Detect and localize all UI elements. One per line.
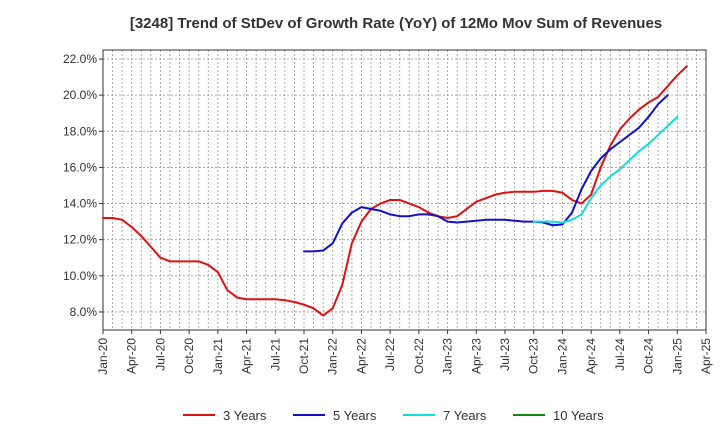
legend-label-3-years: 3 Years bbox=[223, 408, 267, 423]
y-tick-label: 10.0% bbox=[63, 269, 97, 283]
y-axis: 8.0% 10.0% 12.0% 14.0% 16.0% 18.0% 20.0% 22.0% bbox=[63, 52, 103, 319]
x-tick-label: Jul-22 bbox=[383, 338, 397, 371]
x-tick-label: Apr-20 bbox=[125, 338, 139, 374]
x-tick-label: Jan-21 bbox=[211, 338, 225, 375]
y-tick-label: 14.0% bbox=[63, 197, 97, 211]
x-tick-label: Jan-22 bbox=[326, 338, 340, 375]
series-line-3-years bbox=[102, 65, 688, 317]
plot-area bbox=[103, 50, 706, 330]
x-tick-label: Oct-20 bbox=[182, 338, 196, 374]
legend-label-7-years: 7 Years bbox=[443, 408, 487, 423]
x-tick-label: Apr-24 bbox=[584, 338, 598, 374]
y-tick-label: 18.0% bbox=[63, 124, 97, 138]
x-tick-label: Jan-20 bbox=[96, 338, 110, 375]
x-tick-label: Apr-25 bbox=[699, 338, 713, 374]
x-tick-label: Apr-23 bbox=[469, 338, 483, 374]
x-tick-label: Oct-23 bbox=[527, 338, 541, 374]
x-tick-label: Jan-24 bbox=[555, 338, 569, 375]
x-tick-label: Jan-25 bbox=[670, 338, 684, 375]
series-line-7-years bbox=[532, 115, 679, 224]
x-tick-label: Jan-23 bbox=[441, 338, 455, 375]
series-line-5-years bbox=[303, 94, 669, 253]
legend: 3 Years 5 Years 7 Years 10 Years bbox=[183, 408, 604, 423]
grid bbox=[103, 50, 706, 330]
x-tick-label: Oct-24 bbox=[642, 338, 656, 374]
y-tick-label: 8.0% bbox=[70, 305, 98, 319]
plot-frame bbox=[102, 49, 707, 331]
series-lines bbox=[102, 65, 688, 317]
x-tick-label: Jul-24 bbox=[613, 338, 627, 371]
x-tick-label: Apr-21 bbox=[240, 338, 254, 374]
x-tick-label: Jul-23 bbox=[498, 338, 512, 371]
x-axis: Jan-20 Apr-20 Jul-20 Oct-20 Jan-21 Apr-21 Jul-… bbox=[96, 330, 713, 375]
legend-label-10-years: 10 Years bbox=[553, 408, 604, 423]
x-tick-label: Oct-21 bbox=[297, 338, 311, 374]
x-tick-label: Oct-22 bbox=[412, 338, 426, 374]
x-tick-label: Jul-20 bbox=[153, 338, 167, 371]
x-tick-label: Apr-22 bbox=[354, 338, 368, 374]
y-tick-label: 16.0% bbox=[63, 160, 97, 174]
y-tick-label: 20.0% bbox=[63, 88, 97, 102]
y-tick-label: 12.0% bbox=[63, 233, 97, 247]
chart-title: [3248] Trend of StDev of Growth Rate (Yo… bbox=[130, 15, 662, 32]
y-tick-label: 22.0% bbox=[63, 52, 97, 66]
legend-label-5-years: 5 Years bbox=[333, 408, 377, 423]
x-tick-label: Jul-21 bbox=[268, 338, 282, 371]
